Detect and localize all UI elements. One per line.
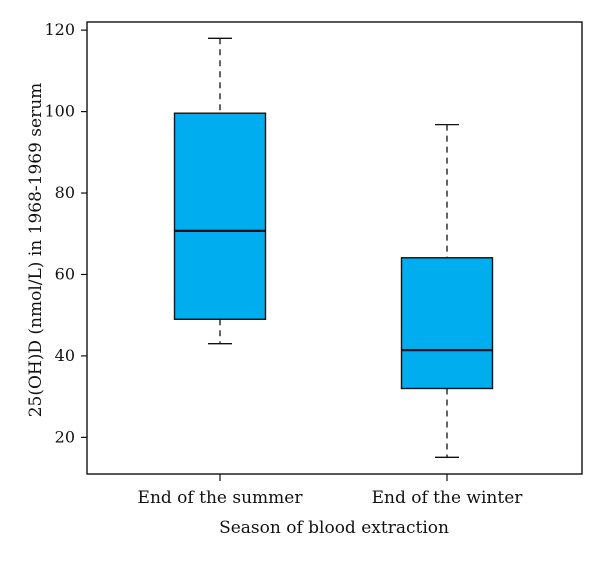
y-axis-label: 25(OH)D (nmol/L) in 1968-1969 serum	[26, 83, 46, 418]
x-category-label-1: End of the winter	[372, 488, 524, 508]
x-category-label-0: End of the summer	[138, 488, 304, 508]
y-tick-label-100: 100	[44, 102, 75, 121]
box-0-body	[173, 112, 267, 320]
x-axis-label: Season of blood extraction	[219, 518, 449, 538]
plot-layer: 20 40 60 80 100 120 End of the summer End of th…	[44, 20, 583, 508]
plot-frame	[86, 21, 583, 475]
y-tick-label-80: 80	[55, 183, 75, 202]
y-tick-label-120: 120	[44, 20, 75, 39]
y-tick-label-20: 20	[55, 427, 75, 446]
box-1-body	[400, 257, 494, 390]
y-tick-label-60: 60	[55, 264, 75, 283]
y-tick-label-40: 40	[55, 346, 75, 365]
